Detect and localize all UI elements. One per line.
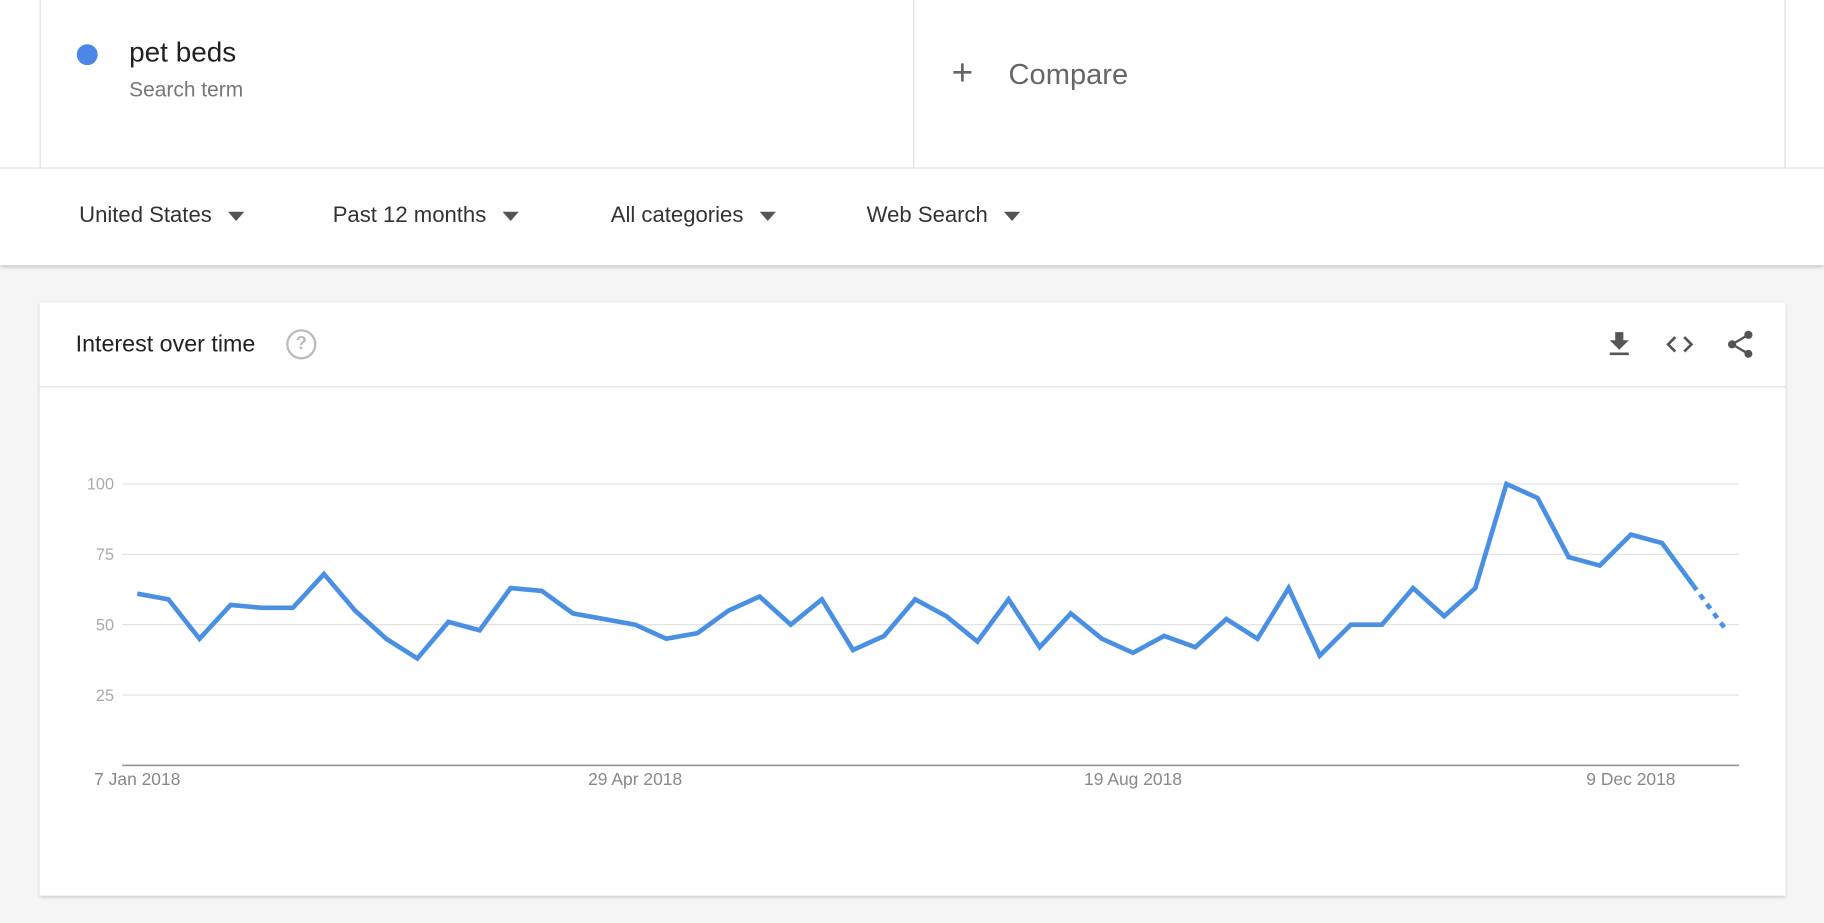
search-term-panel[interactable]: pet beds Search term (39, 0, 915, 168)
compare-label: Compare (1008, 58, 1129, 91)
search-type-dropdown[interactable]: Web Search (867, 204, 1021, 230)
interest-over-time-card: Interest over time ? (39, 302, 1786, 896)
filter-bar: United States Past 12 months All categor… (0, 168, 1824, 266)
series-color-dot (76, 44, 98, 66)
search-header: pet beds Search term + Compare (0, 0, 1824, 169)
dropdown-caret-icon (502, 211, 519, 222)
category-label: All categories (610, 203, 744, 229)
dropdown-caret-icon (228, 211, 245, 222)
search-term-label: Search term (129, 77, 244, 102)
help-icon[interactable]: ? (286, 329, 317, 360)
embed-icon[interactable] (1663, 328, 1696, 361)
search-term-name[interactable]: pet beds (129, 37, 237, 69)
download-icon[interactable] (1603, 328, 1636, 361)
card-title: Interest over time (75, 331, 256, 358)
dropdown-caret-icon (759, 211, 776, 222)
card-header: Interest over time ? (39, 302, 1786, 388)
dropdown-caret-icon (1004, 211, 1021, 222)
region-label: United States (79, 203, 212, 229)
time-range-dropdown[interactable]: Past 12 months (333, 204, 519, 230)
region-dropdown[interactable]: United States (79, 203, 245, 230)
plus-icon: + (951, 51, 974, 94)
share-icon[interactable] (1724, 328, 1757, 361)
compare-button[interactable]: + Compare (912, 0, 1786, 168)
time-range-label: Past 12 months (332, 203, 487, 229)
category-dropdown[interactable]: All categories (611, 204, 776, 230)
search-type-label: Web Search (866, 203, 988, 229)
